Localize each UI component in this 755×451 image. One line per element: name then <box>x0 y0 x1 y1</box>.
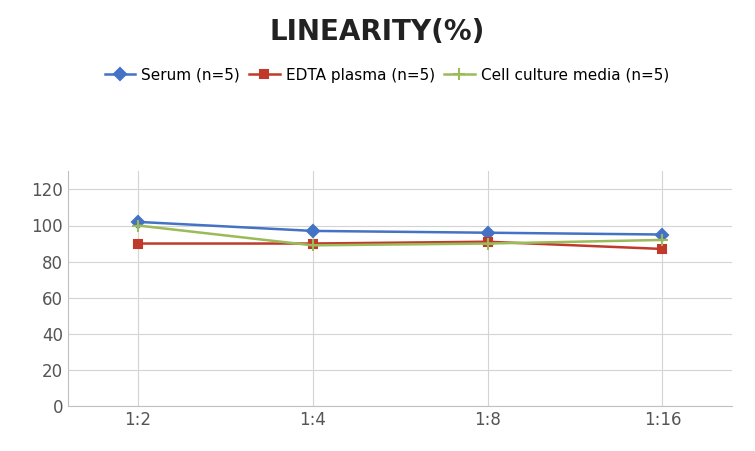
Cell culture media (n=5) <box>134 223 143 228</box>
Serum (n=5) <box>134 219 143 225</box>
Serum (n=5) <box>308 228 317 234</box>
Text: LINEARITY(%): LINEARITY(%) <box>270 18 485 46</box>
Legend: Serum (n=5), EDTA plasma (n=5), Cell culture media (n=5): Serum (n=5), EDTA plasma (n=5), Cell cul… <box>98 61 675 89</box>
EDTA plasma (n=5) <box>134 241 143 246</box>
Cell culture media (n=5) <box>483 241 492 246</box>
EDTA plasma (n=5) <box>658 246 667 252</box>
Line: Serum (n=5): Serum (n=5) <box>134 218 667 239</box>
Line: EDTA plasma (n=5): EDTA plasma (n=5) <box>134 238 667 253</box>
Serum (n=5) <box>483 230 492 235</box>
Cell culture media (n=5) <box>658 237 667 243</box>
Line: Cell culture media (n=5): Cell culture media (n=5) <box>131 219 669 252</box>
Serum (n=5) <box>658 232 667 237</box>
EDTA plasma (n=5) <box>483 239 492 244</box>
EDTA plasma (n=5) <box>308 241 317 246</box>
Cell culture media (n=5) <box>308 243 317 248</box>
